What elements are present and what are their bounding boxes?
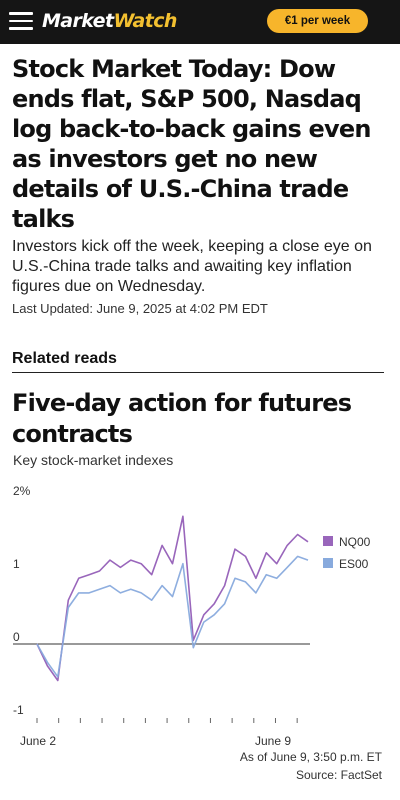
legend-label-nq00: NQ00 <box>339 535 371 549</box>
chart-title: Five-day action for futures contracts <box>12 389 352 448</box>
x-tick-label: June 9 <box>255 734 291 748</box>
y-tick-label: -1 <box>13 703 24 717</box>
section-divider <box>12 372 384 373</box>
legend-label-es00: ES00 <box>339 557 369 571</box>
article-summary: Investors kick off the week, keeping a c… <box>12 238 372 295</box>
chart-subtitle: Key stock-market indexes <box>13 452 174 468</box>
logo-text-watch: Watch <box>113 10 177 32</box>
y-tick-label: 0 <box>13 630 20 644</box>
last-updated-timestamp: Last Updated: June 9, 2025 at 4:02 PM ED… <box>12 301 268 316</box>
legend-swatch-nq00 <box>323 536 333 546</box>
x-tick-label: June 2 <box>20 734 56 748</box>
marketwatch-logo[interactable]: MarketWatch <box>42 9 177 33</box>
series-line-es00 <box>36 555 309 678</box>
menu-icon[interactable] <box>9 12 33 30</box>
related-reads-heading: Related reads <box>12 350 117 367</box>
legend-swatch-es00 <box>323 558 333 568</box>
top-navigation-bar: MarketWatch €1 per week <box>0 0 400 44</box>
chart-as-of-note: As of June 9, 3:50 p.m. ET <box>240 750 383 764</box>
chart-source-note: Source: FactSet <box>296 768 383 782</box>
article-headline: Stock Market Today: Dow ends flat, S&P 5… <box>12 55 371 233</box>
subscribe-button[interactable]: €1 per week <box>267 9 368 33</box>
y-tick-label: 2% <box>13 484 31 498</box>
series-line-nq00 <box>36 515 309 682</box>
y-tick-label: 1 <box>13 557 20 571</box>
logo-text-market: Market <box>42 10 114 32</box>
futures-line-chart: 2% 1 0 -1 June 2 June 9 NQ00 ES00 As of June 9, … <box>13 484 383 782</box>
